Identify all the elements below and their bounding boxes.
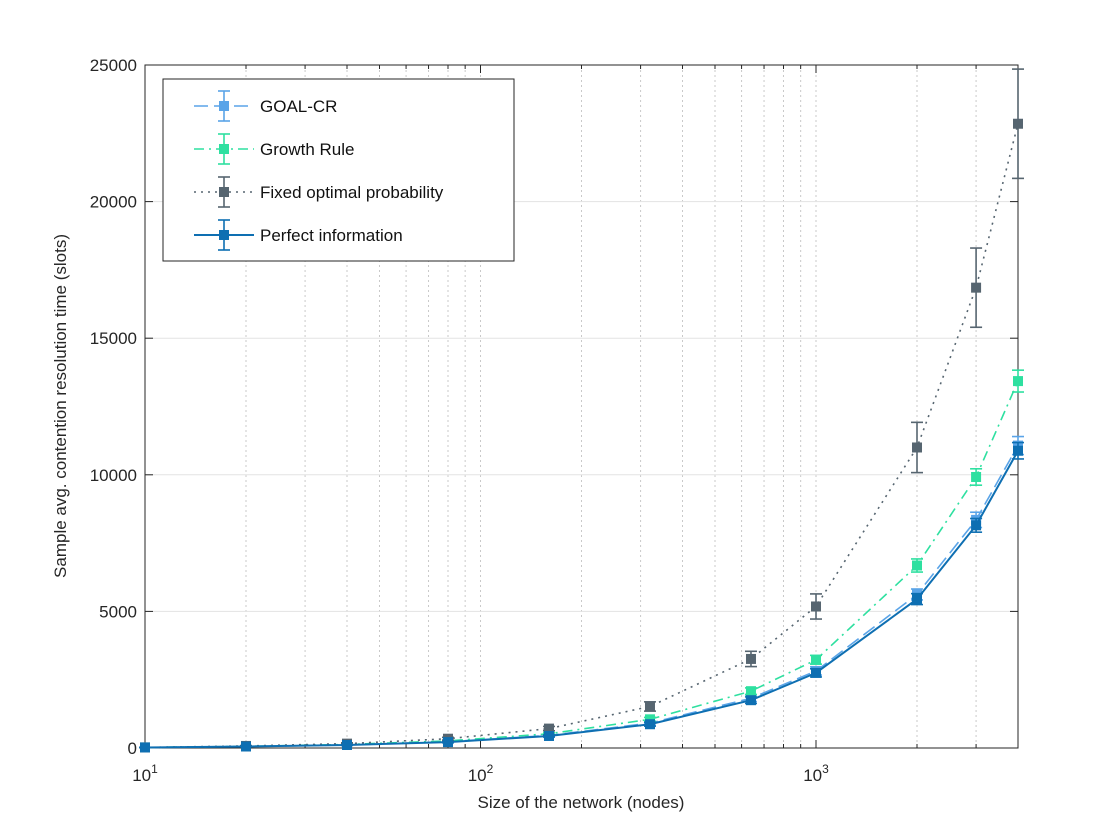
data-point — [543, 730, 554, 741]
data-point — [971, 282, 982, 293]
y-tick-label: 25000 — [90, 56, 137, 75]
x-axis-title: Size of the network (nodes) — [478, 793, 685, 812]
data-point — [1013, 118, 1023, 129]
data-point — [644, 701, 655, 712]
legend-marker — [219, 187, 229, 197]
data-point — [140, 742, 150, 753]
y-tick-label: 20000 — [90, 193, 137, 212]
legend-label: Perfect information — [260, 226, 403, 245]
series-perfect-information — [139, 441, 1024, 753]
data-point — [912, 442, 923, 453]
y-tick-label: 0 — [128, 739, 137, 758]
data-point — [1013, 376, 1023, 387]
data-point — [912, 594, 923, 605]
data-point — [811, 654, 822, 665]
data-point — [1013, 445, 1023, 456]
legend-marker — [219, 101, 229, 111]
data-point — [971, 471, 982, 482]
x-tick-label: 103 — [803, 762, 829, 785]
data-point — [971, 520, 982, 531]
x-tick-label: 102 — [468, 762, 494, 785]
y-tick-label: 15000 — [90, 329, 137, 348]
data-point — [745, 653, 756, 664]
series-line — [144, 123, 1019, 749]
y-tick-label: 10000 — [90, 466, 137, 485]
data-point — [745, 686, 756, 697]
data-point — [745, 695, 756, 706]
data-point — [912, 560, 923, 571]
legend-label: GOAL-CR — [260, 97, 337, 116]
data-point — [442, 737, 453, 748]
x-tick-label: 101 — [132, 762, 158, 785]
data-point — [644, 719, 655, 730]
tick-labels: 0 5000 10000 15000 20000 25000 101 102 103 — [90, 56, 829, 785]
legend: GOAL-CR Growth Rule Fixed optimal probabil… — [162, 78, 515, 262]
legend-label: Fixed optimal probability — [260, 183, 444, 202]
data-point — [240, 741, 251, 752]
data-point — [811, 601, 822, 612]
legend-marker — [219, 144, 229, 154]
y-axis-title: Sample avg. contention resolution time (… — [51, 234, 70, 578]
data-point — [543, 723, 554, 734]
data-point — [341, 739, 352, 750]
y-tick-label: 5000 — [99, 602, 137, 621]
data-point — [811, 667, 822, 678]
legend-marker — [219, 230, 229, 240]
series-layer — [139, 68, 1024, 753]
legend-label: Growth Rule — [260, 140, 354, 159]
